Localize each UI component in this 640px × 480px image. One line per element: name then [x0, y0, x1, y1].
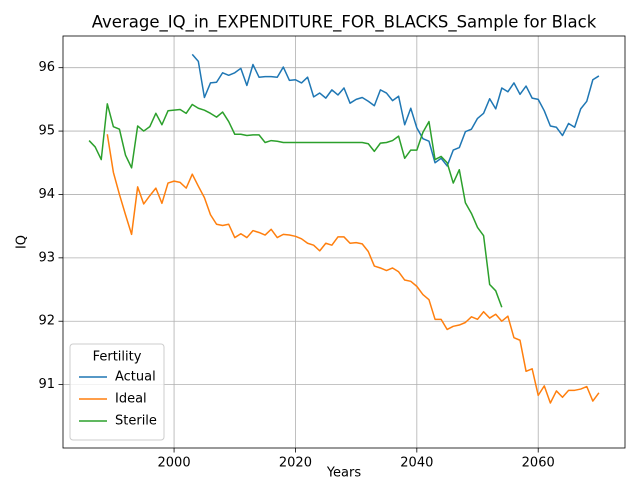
y-axis-label: IQ	[15, 235, 30, 249]
y-tick-label: 91	[38, 377, 55, 392]
legend-label: Sterile	[115, 414, 157, 429]
series-line	[191, 53, 600, 167]
x-axis-label: Years	[326, 466, 362, 480]
y-tick-label: 96	[38, 60, 55, 75]
chart-title: Average_IQ_in_EXPENDITURE_FOR_BLACKS_Sam…	[92, 13, 597, 33]
legend-box	[69, 343, 165, 441]
y-tick-label: 92	[38, 314, 55, 329]
axes-frame	[62, 35, 626, 449]
legend-title: Fertility	[93, 350, 142, 365]
y-tick-label: 95	[38, 124, 55, 139]
x-tick-label: 2060	[522, 456, 555, 471]
legend-label: Ideal	[115, 392, 147, 407]
y-tick-label: 94	[38, 187, 55, 202]
series-line	[88, 103, 503, 308]
legend-label: Actual	[115, 370, 156, 385]
series-line	[106, 134, 600, 404]
x-tick-label: 2020	[279, 456, 312, 471]
legend: Fertility Actual Ideal Sterile	[69, 343, 165, 441]
x-tick-label: 2040	[400, 456, 433, 471]
x-tick-label: 2000	[158, 456, 191, 471]
y-tick-label: 93	[38, 250, 55, 265]
